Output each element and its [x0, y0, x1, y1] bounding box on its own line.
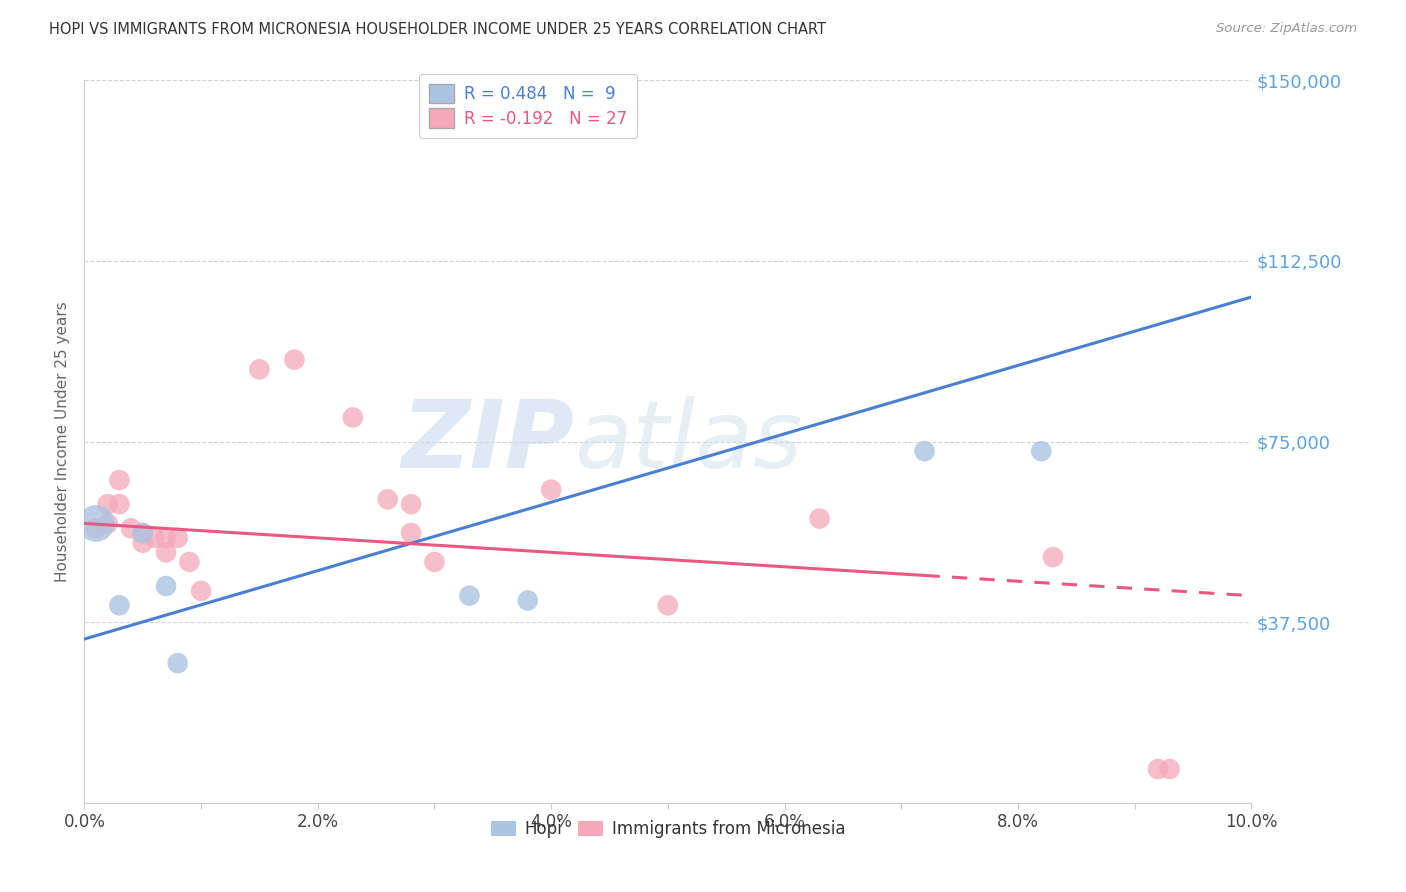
Point [84, 521, 107, 535]
Point [342, 410, 364, 425]
Point [516, 593, 538, 607]
Point [1031, 444, 1053, 458]
Point [108, 599, 131, 613]
Point [97, 497, 120, 511]
Point [166, 531, 188, 545]
Point [808, 511, 831, 525]
Point [399, 497, 422, 511]
Point [179, 555, 201, 569]
Point [166, 656, 188, 670]
Text: Source: ZipAtlas.com: Source: ZipAtlas.com [1216, 22, 1357, 36]
Point [377, 492, 399, 507]
Point [108, 473, 131, 487]
Point [132, 526, 155, 541]
Point [84, 516, 107, 531]
Point [1042, 550, 1064, 565]
Point [132, 526, 155, 541]
Point [657, 599, 679, 613]
Point [155, 579, 177, 593]
Text: HOPI VS IMMIGRANTS FROM MICRONESIA HOUSEHOLDER INCOME UNDER 25 YEARS CORRELATION: HOPI VS IMMIGRANTS FROM MICRONESIA HOUSE… [49, 22, 827, 37]
Point [132, 535, 155, 549]
Point [108, 497, 131, 511]
Point [249, 362, 271, 376]
Point [540, 483, 562, 497]
Point [1159, 762, 1181, 776]
Text: atlas: atlas [575, 396, 803, 487]
Point [1147, 762, 1170, 776]
Point [423, 555, 446, 569]
Point [458, 589, 481, 603]
Point [155, 531, 177, 545]
Point [190, 583, 212, 598]
Legend: Hopi, Immigrants from Micronesia: Hopi, Immigrants from Micronesia [484, 814, 852, 845]
Point [143, 531, 166, 545]
Point [283, 352, 305, 367]
Point [399, 526, 422, 541]
Y-axis label: Householder Income Under 25 years: Householder Income Under 25 years [55, 301, 70, 582]
Point [97, 516, 120, 531]
Point [155, 545, 177, 559]
Text: ZIP: ZIP [402, 395, 575, 488]
Point [120, 521, 142, 535]
Point [914, 444, 936, 458]
